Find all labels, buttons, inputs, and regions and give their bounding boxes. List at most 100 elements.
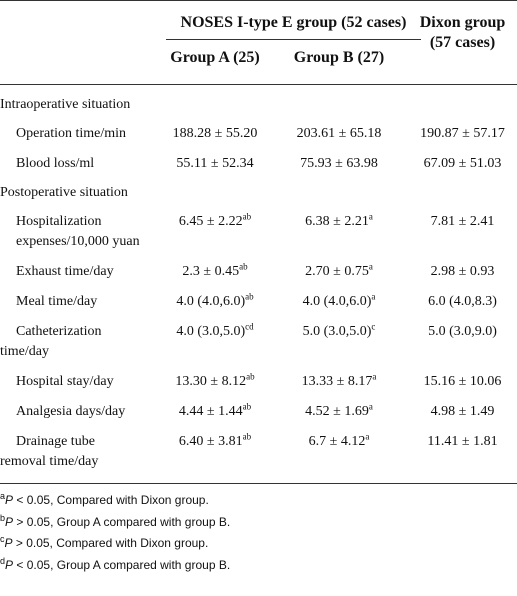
footnote-var: P	[5, 514, 14, 529]
footnote: dP < 0.05, Group A compared with group B…	[0, 555, 517, 577]
value-cell: 67.09 ± 51.03	[408, 149, 517, 179]
value-cell: 203.61 ± 65.18	[270, 119, 408, 149]
value-cell: 4.44 ± 1.44ab	[160, 397, 270, 427]
value-text: 4.0 (4.0,6.0)	[176, 294, 246, 309]
value-text: 4.44 ± 1.44	[178, 404, 243, 419]
footnote-text: < 0.05, Group A compared with group B.	[16, 557, 231, 572]
value-text: 6.40 ± 3.81	[178, 434, 243, 449]
value-text: 6.7 ± 4.12	[308, 434, 366, 449]
footnote-mark: a	[371, 291, 376, 302]
table-row: Hospitalization expenses/10,000 yuan 6.45 …	[0, 207, 517, 257]
label-line: Hospital stay/day	[16, 374, 114, 389]
value-text: 67.09 ± 51.03	[423, 156, 502, 171]
table-row: Hospital stay/day 13.30 ± 8.12ab 13.33 ± 8…	[0, 367, 517, 397]
table-row: Postoperative situation	[0, 179, 517, 207]
footnote: bP > 0.05, Group A compared with group B…	[0, 512, 517, 534]
row-label: Exhaust time/day	[0, 257, 160, 287]
value-text: 2.70 ± 0.75	[305, 264, 369, 279]
value-text: 7.81 ± 2.41	[430, 214, 495, 229]
row-label: Meal time/day	[0, 287, 160, 317]
footnote-mark: a	[368, 261, 373, 272]
value-cell: 4.0 (4.0,6.0)a	[270, 287, 408, 317]
group-b-header: Group B (27)	[293, 49, 385, 66]
value-cell: 190.87 ± 57.17	[408, 119, 517, 149]
value-text: 188.28 ± 55.20	[172, 126, 258, 141]
group-a-header: Group A (25)	[170, 49, 260, 66]
value-text: 203.61 ± 65.18	[296, 126, 382, 141]
row-label: Blood loss/ml	[0, 149, 160, 179]
footnote-mark: d	[0, 555, 6, 566]
footnote-mark: c	[0, 534, 5, 544]
table-header: NOSES I-type E group (52 cases) Dixon gr…	[0, 0, 517, 85]
dixon-header: Dixon group (57 cases)	[419, 14, 506, 51]
table-row: Meal time/day 4.0 (4.0,6.0)ab 4.0 (4.0,6.0…	[0, 287, 517, 317]
value-text: 6.45 ± 2.22	[178, 214, 243, 229]
row-label: Catheterization time/day	[0, 317, 160, 367]
footnote-mark: a	[365, 431, 370, 442]
section-label: Intraoperative situation	[0, 97, 131, 112]
footnote-text: < 0.05, Compared with Dixon group.	[16, 493, 209, 507]
row-label: Operation time/min	[0, 119, 160, 149]
value-cell: 188.28 ± 55.20	[160, 119, 270, 149]
value-cell: 4.52 ± 1.69a	[270, 397, 408, 427]
table-row: Catheterization time/day 4.0 (3.0,5.0)cd 5.…	[0, 317, 517, 367]
label-line: removal time/day	[0, 454, 99, 469]
value-cell: 75.93 ± 63.98	[270, 149, 408, 179]
value-text: 5.0 (3.0,5.0)	[302, 324, 372, 339]
footnote-mark: b	[0, 512, 6, 523]
label-line: time/day	[0, 344, 49, 359]
value-cell: 11.41 ± 1.81	[408, 427, 517, 477]
footnote: aP < 0.05, Compared with Dixon group.	[0, 490, 517, 512]
footnote-mark: c	[371, 321, 376, 332]
footnote-mark: a	[0, 491, 6, 501]
value-cell: 2.3 ± 0.45ab	[160, 257, 270, 287]
group-header: NOSES I-type E group (52 cases)	[166, 13, 421, 40]
footnote-mark: ab	[246, 371, 255, 382]
table-row: Operation time/min 188.28 ± 55.20 203.61 ±…	[0, 119, 517, 149]
footnote-mark: a	[372, 371, 377, 382]
label-line: Meal time/day	[16, 294, 98, 309]
table-row: Exhaust time/day 2.3 ± 0.45ab 2.70 ± 0.75a…	[0, 257, 517, 287]
value-text: 4.0 (3.0,5.0)	[176, 324, 246, 339]
footnote-mark: ab	[242, 401, 252, 412]
value-cell: 55.11 ± 52.34	[160, 149, 270, 179]
value-text: 15.16 ± 10.06	[423, 374, 502, 389]
footnote-mark: ab	[242, 211, 252, 222]
footnote-mark: ab	[242, 431, 252, 442]
value-cell: 4.0 (3.0,5.0)cd	[160, 317, 270, 367]
row-label: Hospitalization expenses/10,000 yuan	[0, 207, 160, 257]
label-line: Blood loss/ml	[16, 156, 95, 171]
value-cell: 4.98 ± 1.49	[408, 397, 517, 427]
value-cell: 15.16 ± 10.06	[408, 367, 517, 397]
value-text: 75.93 ± 63.98	[300, 156, 378, 171]
footnote-mark: ab	[239, 261, 248, 272]
label-line: Drainage tube	[16, 434, 95, 449]
value-text: 13.33 ± 8.17	[301, 374, 373, 389]
row-label: Analgesia days/day	[0, 397, 160, 427]
value-text: 55.11 ± 52.34	[176, 156, 254, 171]
footnote-var: P	[5, 493, 14, 507]
value-cell: 6.7 ± 4.12a	[270, 427, 408, 477]
label-line: Analgesia days/day	[16, 404, 126, 419]
value-text: 4.0 (4.0,6.0)	[302, 294, 372, 309]
value-text: 5.0 (3.0,9.0)	[428, 324, 497, 339]
value-cell: 13.33 ± 8.17a	[270, 367, 408, 397]
footnote-mark: a	[368, 401, 373, 412]
table-row: Blood loss/ml 55.11 ± 52.34 75.93 ± 63.98 6…	[0, 149, 517, 179]
value-cell: 6.40 ± 3.81ab	[160, 427, 270, 477]
row-label: Drainage tube removal time/day	[0, 427, 160, 477]
value-text: 4.52 ± 1.69	[305, 404, 369, 419]
row-label: Hospital stay/day	[0, 367, 160, 397]
value-text: 11.41 ± 1.81	[427, 434, 498, 449]
label-line: Hospitalization	[16, 214, 102, 229]
footnote-mark: cd	[245, 321, 254, 332]
footnote-mark: ab	[245, 291, 254, 302]
table-row: Drainage tube removal time/day 6.40 ± 3.81…	[0, 427, 517, 477]
label-line: Catheterization	[16, 324, 102, 339]
value-cell: 5.0 (3.0,5.0)c	[270, 317, 408, 367]
footnote-var: P	[5, 557, 14, 572]
table-row: Analgesia days/day 4.44 ± 1.44ab 4.52 ± 1.…	[0, 397, 517, 427]
value-text: 4.98 ± 1.49	[430, 404, 495, 419]
value-text: 13.30 ± 8.12	[175, 374, 247, 389]
table-row: Intraoperative situation	[0, 85, 517, 120]
